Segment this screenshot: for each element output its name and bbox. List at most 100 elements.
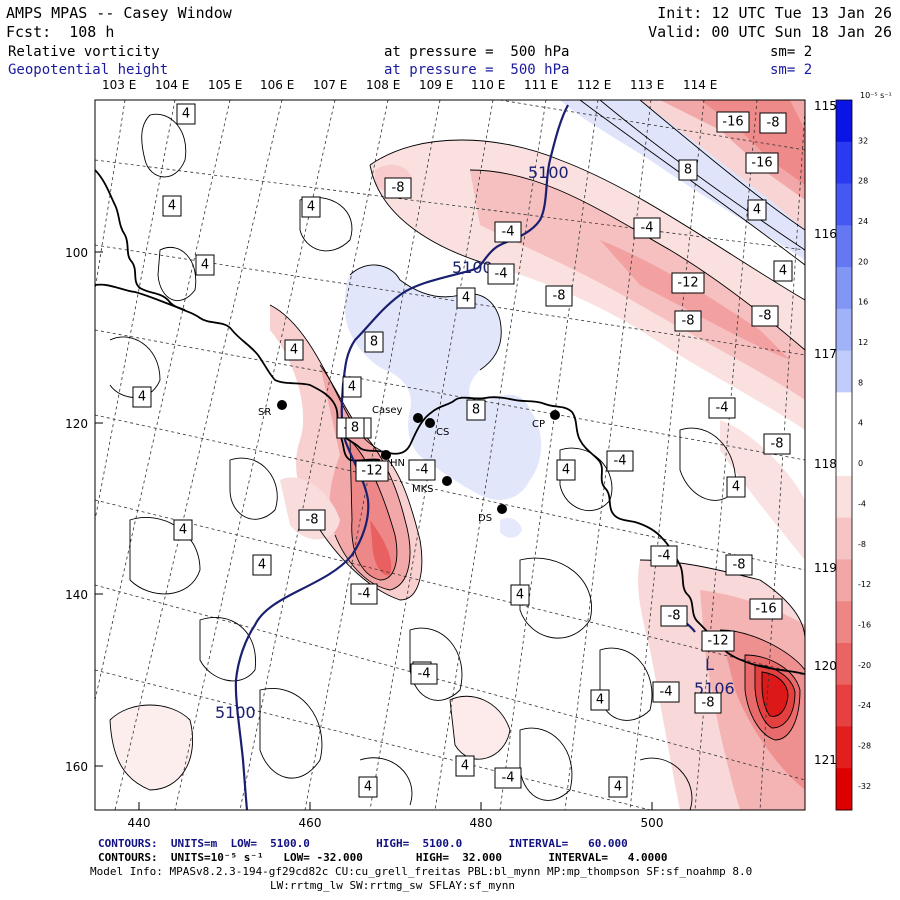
svg-text:-4: -4 — [502, 771, 515, 786]
colorbar-swatch — [836, 726, 852, 769]
contour-label: 8 — [466, 399, 486, 421]
contour-label: -4 — [410, 663, 438, 685]
colorbar-tick-label: -16 — [858, 620, 871, 629]
y-tick-label: 140 — [65, 588, 88, 602]
svg-text:8: 8 — [472, 403, 480, 418]
svg-text:4: 4 — [461, 759, 469, 774]
height-label: 5100 — [452, 258, 493, 277]
colorbar-swatch — [836, 183, 852, 226]
height-label: 5100 — [528, 163, 569, 182]
lon-label: 111 E — [524, 78, 558, 92]
colorbar-unit: 10⁻⁵ s⁻¹ — [860, 91, 892, 100]
colorbar-tick-label: 16 — [858, 298, 868, 307]
svg-text:4: 4 — [138, 390, 146, 405]
svg-text:4: 4 — [290, 343, 298, 358]
height-label: 5100 — [215, 703, 256, 722]
plot-frame — [94, 99, 806, 811]
top-lon-labels: 103 E 104 E 105 E 106 E 107 E 108 E 109 … — [102, 78, 717, 92]
station-label: SR — [258, 407, 271, 418]
svg-text:4: 4 — [201, 258, 209, 273]
colorbar-swatch — [836, 141, 852, 185]
svg-text:4: 4 — [258, 558, 266, 573]
svg-text:4: 4 — [614, 780, 622, 795]
svg-text:-4: -4 — [660, 685, 673, 700]
map-plot: SR Casey CS CP HN MKS DS 5100 5100 5100 … — [95, 100, 805, 810]
colorbar-tick-label: -12 — [858, 580, 871, 589]
contour-label: -8 — [674, 310, 702, 332]
colorbar-tick-label: 4 — [858, 419, 863, 428]
contour-label: 4 — [747, 199, 767, 221]
colorbar-swatch — [836, 434, 852, 477]
colorbar-swatch — [836, 225, 852, 268]
svg-text:4: 4 — [732, 480, 740, 495]
contour-label: 8 — [364, 331, 384, 353]
contour-label: 8 — [678, 159, 698, 181]
colorbar-swatch — [836, 517, 852, 560]
station-dot-ds — [497, 504, 507, 514]
svg-text:-8: -8 — [759, 309, 772, 324]
svg-text:4: 4 — [596, 693, 604, 708]
contour-label: 4 — [195, 254, 215, 276]
svg-text:-12: -12 — [677, 276, 698, 291]
colorbar-tick-label: 8 — [858, 378, 863, 387]
x-tick-label: 440 — [128, 816, 151, 830]
contour-label: -4 — [487, 263, 515, 285]
colorbar-tick-label: -24 — [858, 701, 871, 710]
svg-text:8: 8 — [351, 421, 359, 436]
y-tick-label: 120 — [65, 417, 88, 431]
colorbar-tick-label: -8 — [858, 540, 866, 549]
colorbar-swatch — [836, 100, 852, 143]
svg-text:-12: -12 — [361, 464, 382, 479]
footer-model-info-2: LW:rrtmg_lw SW:rrtmg_sw SFLAY:sf_mynn — [270, 879, 516, 892]
y-tick-label: 100 — [65, 246, 88, 260]
contour-label: -8 — [545, 285, 573, 307]
contour-label: 4 — [132, 386, 152, 408]
contour-label: -4 — [494, 767, 522, 789]
contour-label: -8 — [694, 692, 722, 714]
station-dot-cp — [550, 410, 560, 420]
forecast-hour: Fcst: 108 h — [6, 23, 115, 41]
contour-label: 4 — [176, 103, 196, 125]
svg-text:-8: -8 — [306, 513, 319, 528]
colorbar-swatch — [836, 642, 852, 686]
station-label: DS — [478, 513, 492, 524]
colorbar-swatch — [836, 684, 852, 727]
station-label: MKS — [412, 484, 434, 495]
contour-label: 8 — [345, 417, 365, 439]
lon-label: 105 E — [208, 78, 242, 92]
station-label: CP — [532, 419, 545, 430]
colorbar-tick-label: 32 — [858, 136, 868, 145]
lon-label: 110 E — [471, 78, 505, 92]
contour-label: -16 — [716, 111, 750, 133]
contour-label: -12 — [671, 272, 705, 294]
svg-text:-16: -16 — [722, 115, 743, 130]
station-labels: SR Casey CS CP HN MKS DS — [258, 405, 545, 524]
colorbar-tick-label: -4 — [858, 499, 866, 508]
contour-label: -8 — [751, 305, 779, 327]
colorbar-tick-label: 28 — [858, 177, 868, 186]
contour-label: -4 — [408, 459, 436, 481]
x-tick-label: 500 — [641, 816, 664, 830]
contour-label: -4 — [650, 545, 678, 567]
contour-label: 4 — [162, 195, 182, 217]
svg-text:8: 8 — [370, 335, 378, 350]
colorbar-swatch — [836, 768, 852, 811]
lon-label: 106 E — [260, 78, 294, 92]
lon-label: 112 E — [577, 78, 611, 92]
station-markers — [277, 400, 560, 514]
svg-text:-8: -8 — [733, 558, 746, 573]
svg-text:4: 4 — [753, 203, 761, 218]
svg-text:-8: -8 — [702, 696, 715, 711]
colorbar-swatch — [836, 601, 852, 644]
svg-text:4: 4 — [462, 291, 470, 306]
footer-contours-vorticity: CONTOURS: UNITS=10⁻⁵ s⁻¹ LOW= -32.000 HI… — [98, 851, 668, 864]
svg-text:-4: -4 — [641, 221, 654, 236]
contour-label: 4 — [456, 287, 476, 309]
valid-time: Valid: 00 UTC Sun 18 Jan 26 — [648, 23, 892, 41]
contour-label-boxes: 4 4 4 4 4 4 4 4 4 4 4 4 4 4 4 4 4 4 4 4 … — [132, 103, 793, 798]
svg-text:-12: -12 — [707, 634, 728, 649]
left-axis-labels: 100 120 140 160 — [65, 246, 88, 774]
contour-label: 4 — [301, 196, 321, 218]
svg-text:-4: -4 — [416, 463, 429, 478]
